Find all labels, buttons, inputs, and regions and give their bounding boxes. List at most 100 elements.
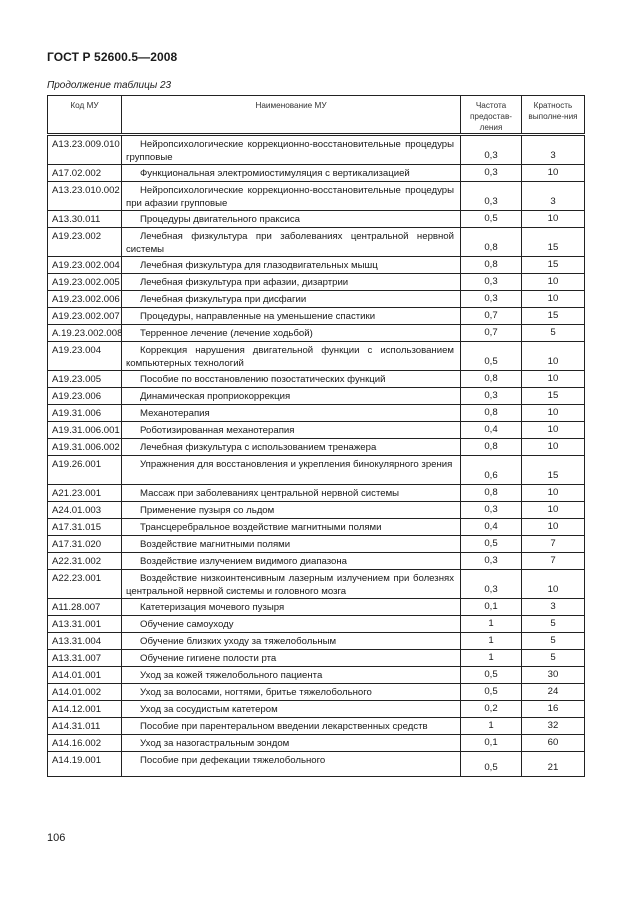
code-cell: А19.23.002.007 xyxy=(47,307,122,325)
code-cell: А13.31.001 xyxy=(47,615,122,633)
name-cell: Процедуры двигательного праксиса xyxy=(121,210,461,228)
table-row: А14.19.001 Пособие при дефекации тяжелобо… xyxy=(47,751,585,777)
code-cell: А19.23.006 xyxy=(47,387,122,405)
code-cell: А14.01.002 xyxy=(47,683,122,701)
multiplicity-cell: 15 xyxy=(521,256,585,274)
name-cell: Обучение близких уходу за тяжелобольным xyxy=(121,632,461,650)
page-number: 106 xyxy=(47,832,66,844)
code-cell: А19.26.001 xyxy=(47,455,122,485)
name-cell: Воздействие излучением видимого диапазон… xyxy=(121,552,461,570)
table-row: А19.26.001 Упражнения для восстановления … xyxy=(47,455,585,485)
multiplicity-cell: 10 xyxy=(521,273,585,291)
code-cell: А21.23.001 xyxy=(47,484,122,502)
table-row: А17.31.020 Воздействие магнитными полями 0… xyxy=(47,535,585,553)
document-title: ГОСТ Р 52600.5—2008 xyxy=(47,50,178,64)
name-cell: Механотерапия xyxy=(121,404,461,422)
column-header-multiplicity: Кратность выполне-ния xyxy=(521,95,585,135)
name-cell: Упражнения для восстановления и укреплен… xyxy=(121,455,461,485)
frequency-cell: 0,1 xyxy=(460,734,522,752)
table-row: А13.23.010.002 Нейропсихологические корре… xyxy=(47,181,585,211)
frequency-cell: 0,8 xyxy=(460,484,522,502)
frequency-cell: 0,6 xyxy=(460,455,522,485)
frequency-cell: 0,7 xyxy=(460,324,522,342)
code-cell: А14.31.011 xyxy=(47,717,122,735)
code-cell: А19.23.002 xyxy=(47,227,122,257)
column-header-frequency: Частота предостав-ления xyxy=(460,95,522,135)
multiplicity-cell: 10 xyxy=(521,210,585,228)
code-cell: А19.23.004 xyxy=(47,341,122,371)
multiplicity-cell: 10 xyxy=(521,484,585,502)
code-cell: А14.19.001 xyxy=(47,751,122,777)
frequency-cell: 0,8 xyxy=(460,227,522,257)
name-cell: Терренное лечение (лечение ходьбой) xyxy=(121,324,461,342)
multiplicity-cell: 10 xyxy=(521,404,585,422)
name-cell: Лечебная физкультура для глазодвигательн… xyxy=(121,256,461,274)
name-cell: Лечебная физкультура с использованием тр… xyxy=(121,438,461,456)
multiplicity-cell: 16 xyxy=(521,700,585,718)
table-row: А22.31.002 Воздействие излучением видимог… xyxy=(47,552,585,570)
multiplicity-cell: 3 xyxy=(521,134,585,165)
frequency-cell: 0,5 xyxy=(460,666,522,684)
multiplicity-cell: 7 xyxy=(521,552,585,570)
frequency-cell: 0,5 xyxy=(460,535,522,553)
multiplicity-cell: 15 xyxy=(521,307,585,325)
frequency-cell: 1 xyxy=(460,717,522,735)
table-row: А13.23.009.010 Нейропсихологические корре… xyxy=(47,134,585,165)
table-row: А.19.23.002.008 Терренное лечение (лечени… xyxy=(47,324,585,342)
multiplicity-cell: 10 xyxy=(521,341,585,371)
name-cell: Массаж при заболеваниях центральной нерв… xyxy=(121,484,461,502)
name-cell: Применение пузыря со льдом xyxy=(121,501,461,519)
table-row: А14.16.002 Уход за назогастральным зондом… xyxy=(47,734,585,752)
name-cell: Воздействие низкоинтенсивным лазерным из… xyxy=(121,569,461,599)
multiplicity-cell: 5 xyxy=(521,649,585,667)
multiplicity-cell: 60 xyxy=(521,734,585,752)
name-cell: Пособие по восстановлению позостатически… xyxy=(121,370,461,388)
code-cell: А13.31.004 xyxy=(47,632,122,650)
table-row: А19.23.002.006 Лечебная физкультура при д… xyxy=(47,290,585,308)
frequency-cell: 1 xyxy=(460,649,522,667)
table-row: А19.31.006 Механотерапия 0,8 10 xyxy=(47,404,585,422)
code-cell: А19.31.006.002 xyxy=(47,438,122,456)
multiplicity-cell: 10 xyxy=(521,370,585,388)
frequency-cell: 0,7 xyxy=(460,307,522,325)
name-cell: Лечебная физкультура при заболеваниях це… xyxy=(121,227,461,257)
name-cell: Воздействие магнитными полями xyxy=(121,535,461,553)
multiplicity-cell: 10 xyxy=(521,518,585,536)
frequency-cell: 0,4 xyxy=(460,421,522,439)
name-cell: Обучение гигиене полости рта xyxy=(121,649,461,667)
code-cell: А11.28.007 xyxy=(47,598,122,616)
name-cell: Динамическая проприокоррекция xyxy=(121,387,461,405)
name-cell: Уход за кожей тяжелобольного пациента xyxy=(121,666,461,684)
frequency-cell: 0,3 xyxy=(460,134,522,165)
table-row: А19.23.005 Пособие по восстановлению позо… xyxy=(47,370,585,388)
code-cell: А14.12.001 xyxy=(47,700,122,718)
multiplicity-cell: 10 xyxy=(521,290,585,308)
name-cell: Роботизированная механотерапия xyxy=(121,421,461,439)
table-row: А13.31.004 Обучение близких уходу за тяже… xyxy=(47,632,585,650)
name-cell: Уход за сосудистым катетером xyxy=(121,700,461,718)
code-cell: А19.23.002.004 xyxy=(47,256,122,274)
name-cell: Лечебная физкультура при афазии, дизартр… xyxy=(121,273,461,291)
table-row: А17.02.002 Функциональная электромиостиму… xyxy=(47,164,585,182)
frequency-cell: 0,1 xyxy=(460,598,522,616)
table-row: А24.01.003 Применение пузыря со льдом 0,3 1… xyxy=(47,501,585,519)
frequency-cell: 0,3 xyxy=(460,290,522,308)
code-cell: А13.30.011 xyxy=(47,210,122,228)
column-header-name: Наименование МУ xyxy=(121,95,461,135)
multiplicity-cell: 5 xyxy=(521,632,585,650)
name-cell: Функциональная электромиостимуляция с ве… xyxy=(121,164,461,182)
frequency-cell: 0,3 xyxy=(460,273,522,291)
table-row: А13.31.001 Обучение самоуходу 1 5 xyxy=(47,615,585,633)
frequency-cell: 0,3 xyxy=(460,387,522,405)
name-cell: Пособие при дефекации тяжелобольного xyxy=(121,751,461,777)
multiplicity-cell: 15 xyxy=(521,455,585,485)
frequency-cell: 0,4 xyxy=(460,518,522,536)
frequency-cell: 0,3 xyxy=(460,501,522,519)
frequency-cell: 0,3 xyxy=(460,164,522,182)
code-cell: А17.31.015 xyxy=(47,518,122,536)
table-row: А19.23.004 Коррекция нарушения двигательн… xyxy=(47,341,585,371)
frequency-cell: 0,3 xyxy=(460,181,522,211)
table-row: А13.30.011 Процедуры двигательного пракси… xyxy=(47,210,585,228)
multiplicity-cell: 15 xyxy=(521,387,585,405)
name-cell: Уход за назогастральным зондом xyxy=(121,734,461,752)
